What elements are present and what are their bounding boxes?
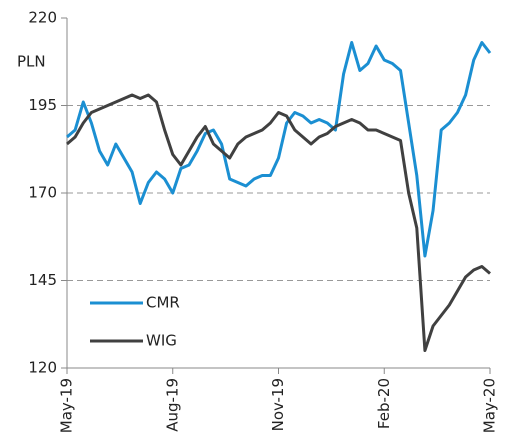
x-tick-label: May-19 bbox=[58, 378, 76, 433]
y-axis-label: PLN bbox=[17, 53, 46, 71]
y-tick-label: 195 bbox=[28, 96, 57, 114]
series-line bbox=[66, 93, 491, 352]
x-tick-label: Feb-20 bbox=[375, 378, 393, 429]
series-line bbox=[66, 41, 492, 258]
y-tick-label: 145 bbox=[28, 271, 57, 289]
legend-label: WIG bbox=[146, 332, 177, 350]
y-tick-label: 220 bbox=[28, 9, 57, 27]
legend-label: CMR bbox=[146, 294, 180, 312]
y-tick-label: 170 bbox=[28, 184, 57, 202]
x-tick-label: Aug-19 bbox=[163, 378, 181, 432]
x-tick-label: May-20 bbox=[481, 378, 499, 433]
y-tick-label: 120 bbox=[28, 359, 57, 377]
x-tick-label: Nov-19 bbox=[269, 378, 287, 431]
